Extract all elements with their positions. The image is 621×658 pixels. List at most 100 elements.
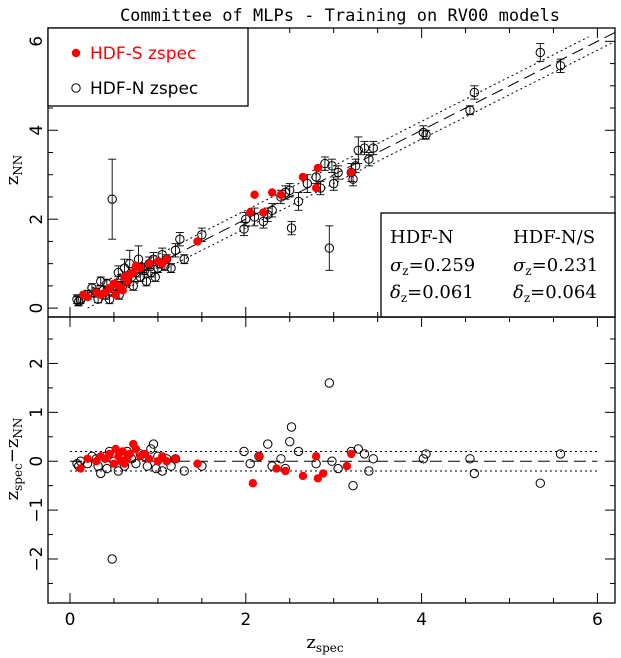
hdf-n-residual-point xyxy=(418,454,429,464)
y-tick-label: 4 xyxy=(27,125,47,136)
delta-hdf-n: δz=0.061 xyxy=(390,282,474,305)
x-tick-label: 2 xyxy=(240,610,251,630)
hdf-n-point xyxy=(175,234,185,244)
bottom-data-marks xyxy=(72,378,566,564)
y-tick-label: 0 xyxy=(27,456,47,467)
hdf-n-point xyxy=(249,212,260,222)
hdf-s-point xyxy=(298,172,308,182)
y-tick-label: −2 xyxy=(27,546,47,571)
bottom-reference-lines xyxy=(69,450,598,472)
hdf-n-residual-point xyxy=(555,449,566,459)
y-tick-label: 2 xyxy=(27,214,47,225)
hdf-n-point xyxy=(302,178,313,189)
hdf-n-point xyxy=(141,276,152,287)
hdf-s-residual-point xyxy=(111,444,120,454)
top-panel: 0 2 4 6 HDF-S zspec HDF-N zspec HDF-N HDF-N… xyxy=(2,27,616,318)
hdf-s-residual-point xyxy=(347,449,356,459)
hdf-s-residual-point xyxy=(83,454,92,463)
hdf-n-point xyxy=(469,87,480,98)
stats-frame xyxy=(380,212,616,318)
hdf-s-point xyxy=(267,188,277,197)
hdf-s-residual-point xyxy=(76,464,85,473)
sigma-hdf-ns: σz=0.231 xyxy=(513,255,598,278)
legend-label-hdf-s: HDF-S zspec xyxy=(90,44,196,64)
legend-box xyxy=(47,27,249,107)
hdf-s-point xyxy=(118,286,127,295)
hdf-n-point xyxy=(320,158,330,169)
hdf-n-residual-point xyxy=(245,458,255,469)
hdf-n-point xyxy=(333,167,343,178)
hdf-s-point xyxy=(311,183,321,193)
bottom-panel: 0 2 4 6 −2 −1 0 1 2 zspec−zNN zspec xyxy=(2,316,616,655)
x-tick-label: 6 xyxy=(592,610,603,630)
upper-dotted-line xyxy=(74,36,589,298)
hdf-n-residual-point xyxy=(535,478,545,488)
legend-label-hdf-n: HDF-N zspec xyxy=(90,79,198,99)
hdf-n-point xyxy=(350,161,361,171)
hdf-s-residual-point xyxy=(105,449,114,459)
hdf-n-residual-point xyxy=(131,458,141,469)
hdf-n-point xyxy=(535,47,545,58)
y-tick-label: −1 xyxy=(27,498,47,523)
hdf-n-residual-point xyxy=(353,444,364,454)
hdf-n-residual-point xyxy=(359,449,370,459)
legend-marker-hdf-n xyxy=(71,83,81,93)
hdf-n-point xyxy=(421,130,431,140)
hdf-n-residual-point xyxy=(113,466,124,476)
hdf-n-point xyxy=(311,172,321,182)
top-y-axis-label: zNN xyxy=(2,155,25,185)
hdf-n-point xyxy=(285,185,295,195)
hdf-s-point xyxy=(276,190,286,199)
hdf-n-residual-point xyxy=(263,439,273,449)
hdf-s-point xyxy=(136,263,145,273)
hdf-s-residual-point xyxy=(298,471,308,481)
hdf-s-residual-point xyxy=(311,452,321,461)
x-axis-label: zspec xyxy=(306,632,343,655)
legend-marker-hdf-s xyxy=(71,48,81,58)
hdf-n-residual-point xyxy=(327,456,337,466)
hdf-s-residual-point xyxy=(318,469,328,478)
legend: HDF-S zspec HDF-N zspec xyxy=(47,27,249,107)
hdf-n-residual-point xyxy=(311,458,321,469)
hdf-n-residual-point xyxy=(107,554,117,564)
hdf-n-point xyxy=(113,267,124,278)
hdf-s-residual-point xyxy=(193,459,202,468)
hdf-n-point xyxy=(166,263,176,273)
hdf-n-residual-point xyxy=(421,449,431,459)
stats-header-hdf-n: HDF-N xyxy=(390,227,454,248)
hdf-n-residual-point xyxy=(276,454,286,464)
hdf-n-residual-point xyxy=(157,466,167,476)
hdf-n-point xyxy=(241,214,251,224)
stats-header-hdf-ns: HDF-N/S xyxy=(513,227,595,248)
hdf-n-residual-point xyxy=(469,468,480,479)
hdf-s-residual-point xyxy=(281,466,290,476)
top-data-marks xyxy=(72,43,566,307)
hdf-n-point xyxy=(239,224,249,234)
hdf-s-point xyxy=(193,237,202,246)
hdf-n-point xyxy=(555,61,566,71)
hdf-n-point xyxy=(364,154,374,164)
hdf-s-residual-point xyxy=(125,449,134,459)
hdf-n-residual-point xyxy=(239,446,249,457)
hdf-s-residual-point xyxy=(109,459,119,468)
hdf-s-residual-point xyxy=(254,452,264,461)
y-tick-label: 2 xyxy=(27,358,47,369)
hdf-n-point xyxy=(353,145,364,155)
hdf-s-residual-point xyxy=(118,447,127,456)
hdf-n-residual-point xyxy=(286,422,297,432)
hdf-s-point xyxy=(245,208,255,217)
hdf-s-point xyxy=(250,190,259,199)
hdf-s-point xyxy=(122,277,132,286)
hdf-s-residual-point xyxy=(342,461,352,471)
hdf-n-residual-point xyxy=(179,466,189,476)
chart-title: Committee of MLPs - Training on RV00 mod… xyxy=(120,6,560,26)
hdf-s-residual-point xyxy=(144,454,154,463)
hdf-n-point xyxy=(74,296,84,307)
hdf-n-point xyxy=(197,230,207,240)
hdf-n-point xyxy=(104,294,115,304)
hdf-s-residual-point xyxy=(313,474,323,483)
hdf-n-residual-point xyxy=(148,439,159,449)
hdf-n-residual-point xyxy=(368,454,378,464)
hdf-n-point xyxy=(465,105,475,115)
